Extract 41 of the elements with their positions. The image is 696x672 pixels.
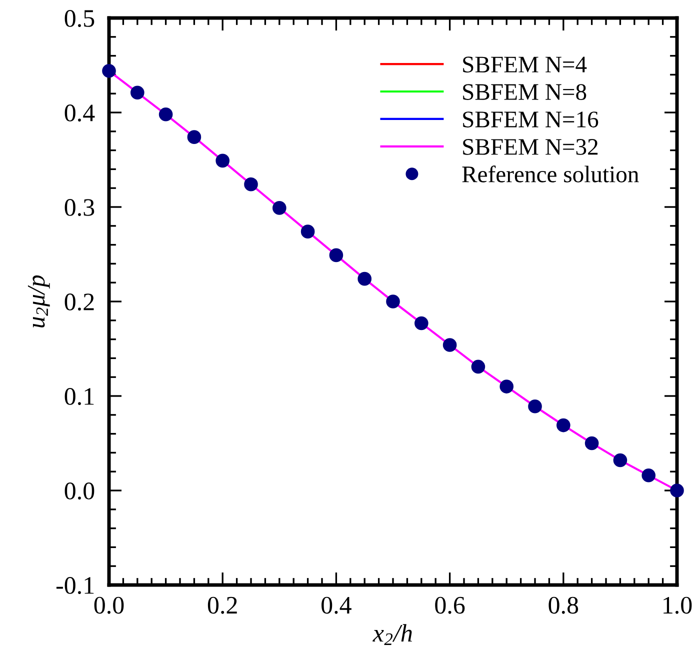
y-axis-title: u$_{2}$μ/p (28, 275, 50, 328)
point (300, 224, 315, 238)
point (471, 360, 486, 374)
point (158, 107, 173, 122)
y-tick-label: -0.1 (56, 577, 94, 594)
point (442, 338, 457, 352)
point (102, 64, 116, 78)
x-tick-label: 1.0 (664, 596, 692, 614)
legend-label: SBFEM N=8 (463, 84, 586, 100)
point (187, 130, 202, 144)
legend-label: SBFEM N=4 (463, 56, 587, 73)
legend-label: Reference solution (462, 166, 639, 182)
x-tick-label: 0.4 (322, 596, 352, 614)
y-tick-label: 0.4 (64, 104, 95, 122)
x-tick-label: 0.2 (208, 596, 237, 614)
point (130, 86, 144, 100)
y-tick-label: 0.3 (64, 199, 94, 216)
legend-label: SBFEM N=16 (463, 112, 598, 128)
legend-label: SBFEM N=32 (463, 139, 598, 155)
point (358, 272, 372, 286)
point (584, 436, 599, 450)
point (386, 294, 400, 308)
x-tick-label: 0.0 (94, 596, 124, 614)
point (642, 468, 656, 482)
point (556, 418, 570, 432)
x-tick-label: 0.6 (435, 596, 465, 614)
x-tick-label: 0.8 (548, 596, 578, 614)
point (613, 453, 628, 468)
y-tick-label: 0.1 (64, 388, 94, 406)
point (272, 201, 286, 215)
point (670, 484, 684, 498)
point (244, 177, 258, 192)
point (329, 248, 344, 262)
point (414, 316, 428, 330)
y-tick-label: 0.0 (64, 482, 94, 500)
x-axis-title: x$_{2}$/h (372, 624, 412, 645)
y-tick-label: 0.5 (64, 10, 94, 28)
point (216, 154, 230, 168)
point (500, 380, 514, 394)
point (528, 399, 542, 414)
y-tick-label: 0.2 (64, 294, 94, 311)
